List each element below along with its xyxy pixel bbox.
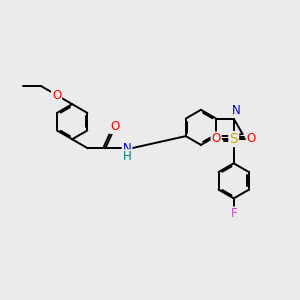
Text: O: O [212, 133, 221, 146]
Text: F: F [230, 208, 237, 220]
Text: H: H [123, 150, 131, 163]
Text: O: O [247, 133, 256, 146]
Text: O: O [52, 88, 61, 102]
Text: N: N [123, 142, 131, 155]
Text: O: O [110, 120, 119, 133]
Text: S: S [229, 132, 238, 146]
Text: N: N [232, 104, 240, 117]
